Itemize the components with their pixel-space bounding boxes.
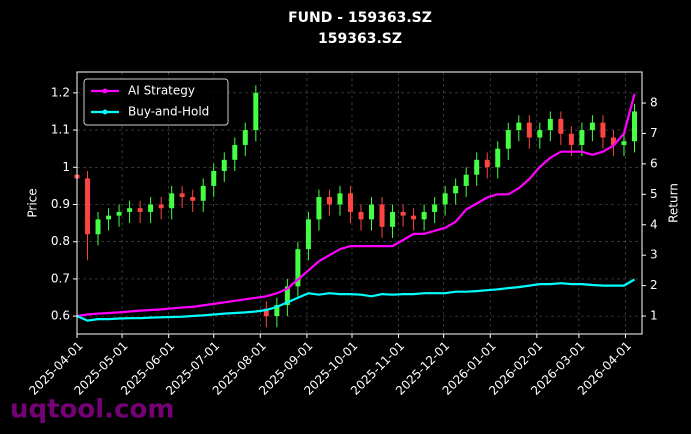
candle-body (400, 211, 406, 216)
candle-body (526, 122, 532, 138)
candle-body (263, 308, 269, 317)
candle-body (495, 148, 501, 168)
y2-tick-label: 8 (650, 96, 658, 110)
y-tick-label: 0.9 (51, 197, 70, 211)
candle-body (432, 204, 438, 212)
candle-body (284, 286, 290, 305)
candle-body (505, 130, 511, 149)
candle-body (421, 211, 427, 220)
return-line (76, 278, 636, 322)
candle-body (232, 144, 238, 160)
candle-body (358, 211, 364, 220)
y2-tick-label: 7 (650, 126, 658, 140)
candle-body (242, 130, 248, 145)
candle-body (369, 204, 375, 220)
candle-body (547, 118, 553, 131)
legend-marker (102, 88, 108, 94)
candle-body (200, 185, 206, 201)
candle-body (326, 197, 332, 205)
candle-body (148, 204, 154, 212)
candle-body (347, 193, 353, 212)
legend-marker (102, 109, 108, 115)
candle-body (558, 118, 564, 134)
candle-body (442, 193, 448, 205)
candle-body (211, 170, 217, 186)
candle-body (453, 185, 459, 194)
y-tick-label: 1.2 (51, 85, 70, 99)
candle-body (116, 211, 122, 216)
return-line (76, 93, 636, 318)
candle-body (127, 208, 133, 212)
candle-body (221, 159, 227, 171)
candle-body (158, 204, 164, 209)
candle-body (95, 219, 101, 235)
legend-label: AI Strategy (128, 84, 195, 98)
y2-tick-label: 5 (650, 187, 658, 201)
candle-body (589, 122, 595, 131)
candle-body (169, 193, 175, 209)
plot-frame (76, 71, 643, 335)
candle-body (379, 204, 385, 227)
candle-body (274, 304, 280, 317)
legend-label: Buy-and-Hold (128, 105, 209, 119)
candle-body (137, 208, 143, 212)
y-tick-label: 0.7 (51, 271, 70, 285)
y2-tick-label: 1 (650, 309, 658, 323)
candle-body (106, 215, 112, 220)
candle-body (610, 137, 616, 145)
y-axis-label: Price (26, 188, 40, 217)
candle-body (537, 130, 543, 138)
candle-body (411, 215, 417, 220)
candle-body (631, 111, 637, 142)
y2-tick-label: 6 (650, 156, 658, 170)
y-tick-label: 0.8 (51, 234, 70, 248)
legend: AI Strategy Buy-and-Hold (83, 78, 229, 126)
candle-body (579, 130, 585, 145)
candle-body (484, 159, 490, 168)
candle-body (621, 141, 627, 145)
candle-body (305, 219, 311, 250)
candle-body (337, 193, 343, 205)
candle-body (316, 197, 322, 220)
candle-body (179, 193, 185, 198)
chart-subtitle: 159363.SZ (318, 31, 402, 47)
y-tick-label: 0.6 (51, 309, 70, 323)
y-tick-label: 1.1 (51, 123, 70, 137)
y2-tick-label: 2 (650, 278, 658, 292)
candle-body (390, 211, 396, 227)
candle-body (600, 122, 606, 138)
y2-tick-label: 4 (650, 217, 658, 231)
candle-body (295, 249, 301, 287)
candle-body (463, 174, 469, 186)
candle-body (85, 178, 91, 235)
candle-body (568, 133, 574, 145)
legend-box (83, 78, 229, 126)
candle-body (253, 92, 259, 131)
y2-axis-label: Return (667, 183, 681, 223)
chart-title: FUND - 159363.SZ (288, 10, 432, 26)
candle-body (474, 159, 480, 175)
y2-tick-label: 3 (650, 248, 658, 262)
watermark: uqtool.com (10, 395, 174, 425)
candle-body (516, 122, 522, 131)
candle-body (190, 197, 196, 201)
y-tick-label: 1 (62, 160, 70, 174)
